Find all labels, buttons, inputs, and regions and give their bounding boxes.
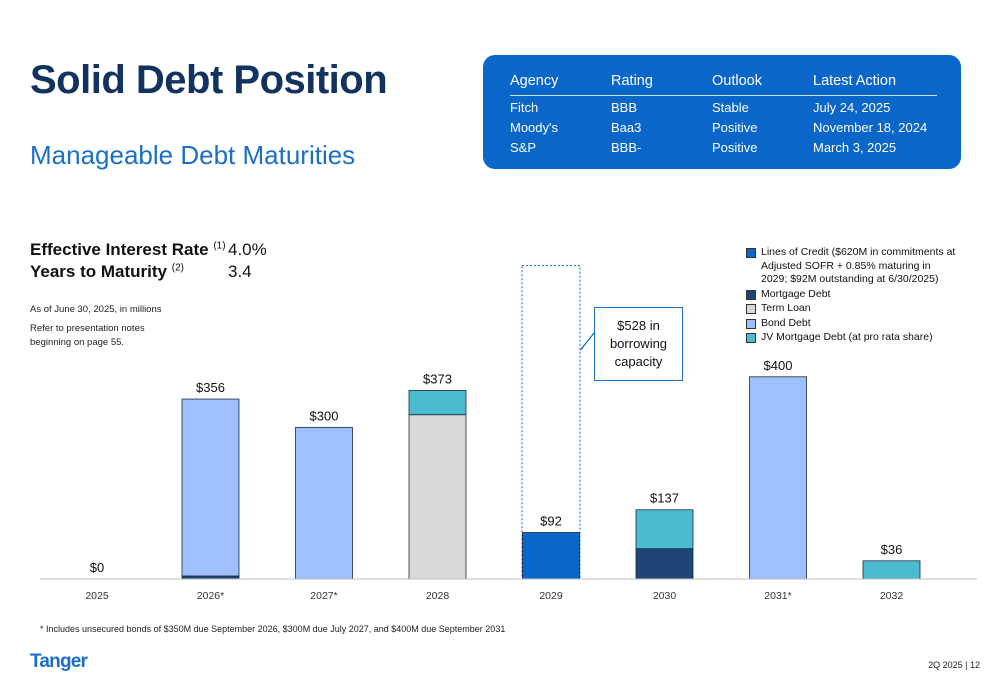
metric-maturity-label: Years to Maturity [30,262,167,281]
cell-latest-action: March 3, 2025 [813,140,897,155]
bar-value-label: $373 [423,371,452,386]
legend-item-bond-debt: Bond Debt [746,317,956,331]
header-rating: Rating [611,73,712,96]
bar-segment-bond-debt [181,398,240,577]
legend-label: Bond Debt [761,316,811,329]
bar-value-label: $137 [650,491,679,506]
bar-segment-lines-of-credit [522,532,580,580]
metric-interest-rate: Effective Interest Rate (1) 4.0% [30,240,267,262]
header-latest-action: Latest Action [813,73,937,96]
metric-interest-label: Effective Interest Rate [30,240,209,259]
metric-maturity-value: 3.4 [228,262,252,281]
capacity-outline [521,265,581,580]
legend-swatch [746,248,756,258]
x-tick-label: 2031* [764,590,791,602]
legend-swatch [746,333,756,343]
cell-outlook: Positive [712,120,758,135]
bar-segment-jv-mortgage [408,390,467,416]
cell-outlook: Stable [712,100,749,115]
legend-item-jv-mortgage-debt: JV Mortgage Debt (at pro rata share) [746,331,956,345]
bar-value-label: $92 [540,513,562,528]
metric-interest-value: 4.0% [228,240,267,259]
footnote: * Includes unsecured bonds of $350M due … [40,624,506,634]
metric-years-to-maturity: Years to Maturity (2) 3.4 [30,262,267,284]
credit-ratings-panel: Agency Rating Outlook Latest Action Fitc… [483,55,961,169]
bar-segment-bond-debt [749,376,807,580]
table-row: S&P BBB- Positive March 3, 2025 [510,136,937,156]
bar-segment-jv-mortgage [635,509,694,550]
ratings-table: Agency Rating Outlook Latest Action Fitc… [510,73,937,156]
x-tick-label: 2028 [426,590,450,602]
bar-segment-term-loan [408,414,467,580]
bar-value-label: $300 [310,408,339,423]
bar-value-label: $400 [764,358,793,373]
cell-latest-action: July 24, 2025 [813,100,891,115]
bar-segment-bond-debt [295,426,353,580]
cell-agency: S&P [510,140,537,155]
bar-value-label: $36 [881,542,903,557]
page-subtitle: Manageable Debt Maturities [30,140,356,170]
legend-label: Mortgage Debt [761,287,831,300]
bar-segment-mortgage-debt [635,548,694,580]
cell-latest-action: November 18, 2024 [813,120,928,135]
bar-value-label: $0 [90,560,104,575]
tanger-logo: Tanger [30,651,88,672]
cell-rating: BBB [611,100,638,115]
as-of-note: As of June 30, 2025, in millions [30,304,162,315]
x-tick-label: 2032 [880,590,904,602]
refer-note: Refer to presentation notes beginning on… [30,323,145,348]
cell-rating: Baa3 [611,120,642,135]
table-row: Moody's Baa3 Positive November 18, 2024 [510,116,937,136]
callout-connector [580,332,595,351]
table-row: Fitch BBB Stable July 24, 2025 [510,96,937,117]
legend-label: Term Loan [761,302,811,314]
header-agency: Agency [510,73,611,96]
page-title: Solid Debt Position [30,58,388,102]
callout-text: $528 in borrowing capacity [609,318,668,369]
cell-outlook: Positive [712,140,758,155]
cell-rating: BBB- [611,140,642,155]
borrowing-capacity-callout: $528 in borrowing capacity [594,307,683,381]
legend-item-term-loan: Term Loan [746,302,956,316]
metric-interest-note: (1) [213,240,226,252]
bar-value-label: $356 [196,380,225,395]
x-tick-label: 2029 [539,590,563,602]
x-tick-label: 2025 [85,590,109,602]
legend-swatch [746,304,756,314]
legend-label: Lines of Credit ($620M in commitments at… [761,246,956,285]
x-tick-label: 2030 [653,590,677,602]
legend-swatch [746,289,756,300]
bar-segment-jv-mortgage [862,560,921,580]
cell-agency: Fitch [510,100,539,115]
legend-swatch [746,318,756,329]
debt-metrics: Effective Interest Rate (1) 4.0% Years t… [30,240,267,284]
ratings-header-row: Agency Rating Outlook Latest Action [510,73,937,96]
legend-item-mortgage-debt: Mortgage Debt [746,288,956,302]
metric-maturity-note: (2) [171,262,184,274]
page-number: 2Q 2025 | 12 [928,660,980,670]
legend-label: JV Mortgage Debt (at pro rata share) [761,331,933,343]
x-tick-label: 2026* [197,590,224,602]
legend-item-lines-of-credit: Lines of Credit ($620M in commitments at… [746,246,956,287]
header-outlook: Outlook [712,73,813,96]
chart-legend: Lines of Credit ($620M in commitments at… [746,246,956,346]
cell-agency: Moody's [510,120,559,135]
x-tick-label: 2027* [310,590,337,602]
